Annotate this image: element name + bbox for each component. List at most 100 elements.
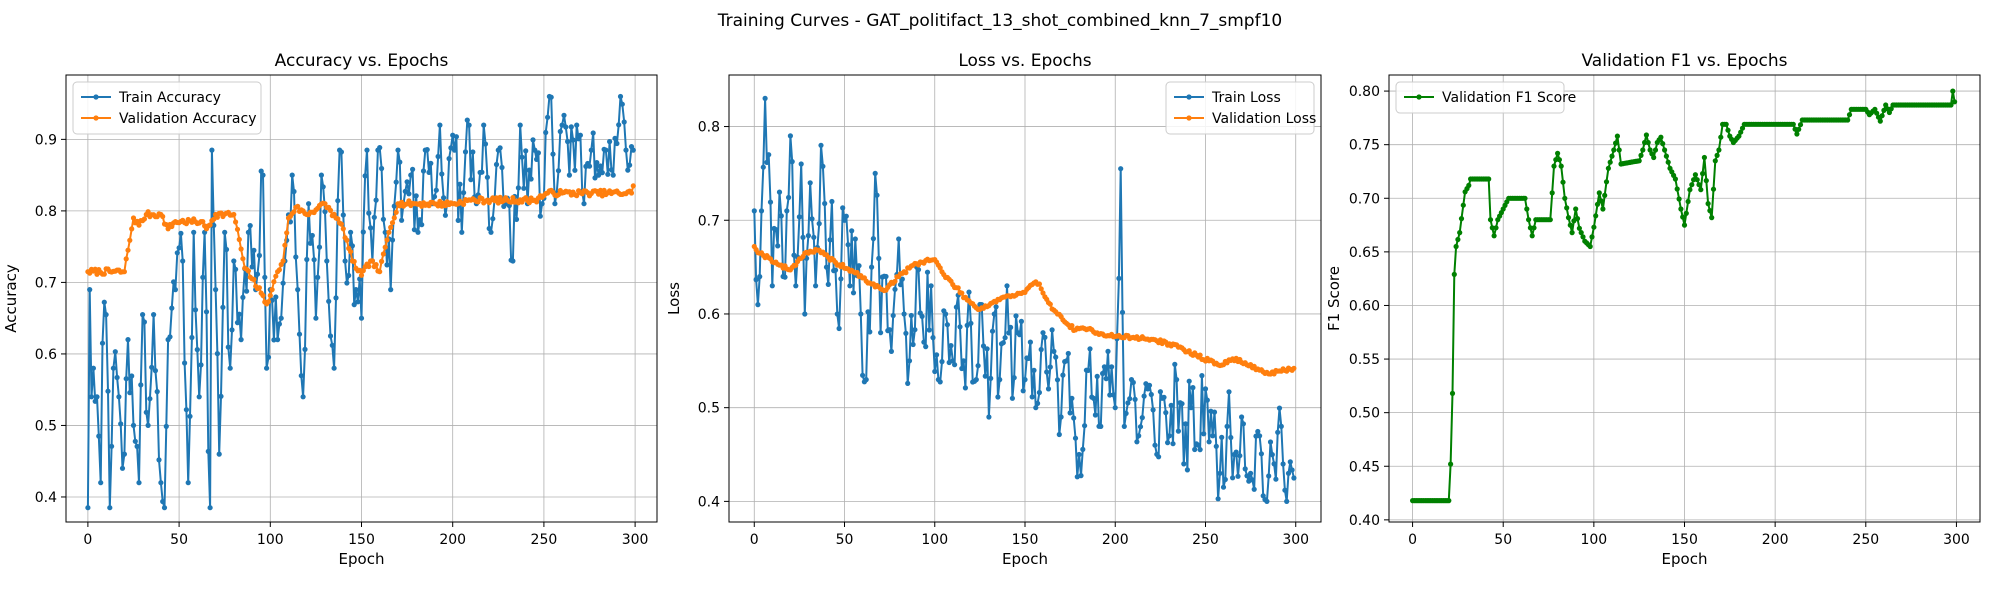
data-point (234, 320, 241, 326)
data-point (1201, 431, 1207, 437)
data-point (1562, 195, 1568, 201)
data-point (280, 258, 286, 264)
data-point (163, 222, 169, 228)
data-point (1284, 498, 1290, 504)
data-point (373, 262, 379, 268)
data-point (905, 380, 911, 386)
data-point (1879, 113, 1885, 119)
data-point (1087, 346, 1093, 352)
data-point (488, 229, 494, 235)
data-point (989, 328, 996, 334)
data-point (1663, 153, 1669, 159)
data-point (475, 199, 481, 205)
data-point (1449, 390, 1456, 396)
data-point (338, 221, 344, 227)
data-point (140, 312, 146, 318)
data-point (397, 159, 403, 165)
data-point (1137, 424, 1144, 430)
data-point (92, 398, 98, 404)
data-point (335, 216, 341, 222)
data-point (1179, 401, 1185, 407)
data-point (223, 246, 230, 253)
data-point (959, 365, 965, 372)
data-point (561, 112, 567, 118)
data-point (240, 294, 246, 300)
data-point (623, 147, 629, 153)
data-point (1455, 236, 1461, 243)
data-point (101, 299, 107, 305)
data-point (1060, 372, 1066, 378)
data-point (1549, 190, 1555, 196)
data-point (825, 281, 831, 287)
data-point (565, 138, 571, 145)
y-tick-label: 0.8 (698, 120, 720, 136)
data-point (854, 269, 860, 276)
data-point (1526, 217, 1532, 223)
data-point (156, 457, 162, 463)
data-point (276, 321, 282, 327)
data-point (1161, 394, 1167, 400)
data-point (607, 139, 613, 145)
data-point (141, 319, 147, 325)
x-tick-label: 250 (531, 532, 558, 548)
data-point (121, 451, 127, 457)
data-point (413, 193, 419, 199)
data-point (470, 149, 476, 155)
data-point (1448, 461, 1454, 467)
y-tick-label: 0.75 (1349, 138, 1380, 154)
data-point (1600, 206, 1606, 212)
data-point (468, 177, 474, 183)
data-point (1489, 225, 1495, 231)
data-point (773, 227, 779, 233)
data-point (1950, 88, 1956, 94)
data-point (521, 185, 527, 191)
y-tick-label: 0.80 (1349, 84, 1380, 100)
data-point (1009, 395, 1016, 401)
data-point (245, 268, 251, 274)
data-point (625, 167, 631, 173)
data-point (897, 282, 904, 288)
data-point (860, 372, 866, 378)
data-point (1199, 373, 1205, 379)
data-point (592, 175, 598, 181)
data-point (1251, 486, 1257, 492)
data-point (160, 213, 166, 220)
data-point (289, 172, 295, 178)
y-axis-label: Accuracy (2, 264, 20, 333)
data-point (1078, 473, 1084, 479)
data-point (1121, 423, 1127, 429)
legend-box (1165, 81, 1315, 135)
data-point (1522, 195, 1528, 201)
data-point (1457, 230, 1463, 236)
data-point (351, 302, 357, 308)
data-point (1211, 409, 1218, 415)
data-point (461, 201, 467, 207)
data-point (200, 274, 206, 280)
data-point (789, 159, 795, 165)
y-axis-label: F1 Score (1325, 266, 1343, 331)
data-point (557, 128, 563, 135)
data-point (872, 170, 878, 176)
data-point (307, 240, 313, 246)
data-point (952, 362, 958, 368)
data-point (1181, 461, 1187, 467)
data-point (1451, 271, 1457, 277)
data-point (1689, 182, 1695, 188)
data-point (1040, 330, 1046, 336)
data-point (1022, 377, 1028, 383)
data-point (874, 192, 880, 198)
data-point (1094, 373, 1100, 379)
data-point (590, 130, 596, 136)
data-point (838, 276, 844, 282)
data-point (845, 242, 851, 248)
data-point (389, 237, 396, 243)
data-point (834, 311, 840, 317)
data-point (577, 132, 584, 138)
data-point (867, 329, 873, 335)
data-point (796, 214, 803, 220)
data-point (753, 277, 759, 283)
data-point (548, 94, 554, 100)
data-point (1614, 133, 1620, 139)
y-tick-label: 0.70 (1349, 191, 1380, 207)
data-point (1228, 434, 1234, 441)
